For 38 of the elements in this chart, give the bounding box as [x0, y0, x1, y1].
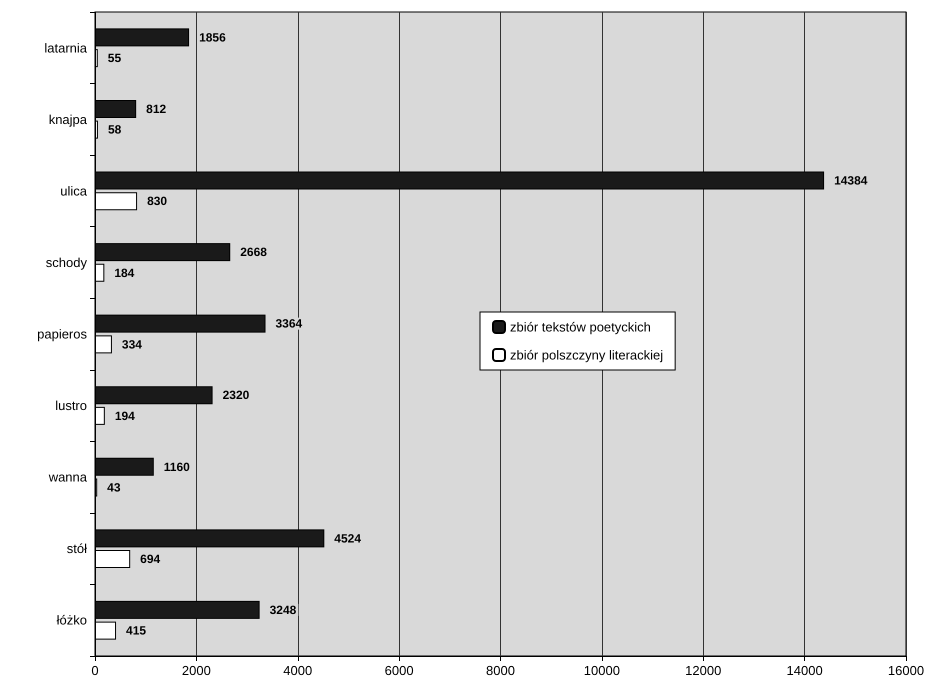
data-label: 694: [140, 552, 161, 566]
y-tick-label: lustro: [55, 398, 87, 414]
data-label: 1856: [199, 30, 226, 44]
data-label: 2668: [240, 245, 268, 260]
x-tick-label: 2000: [182, 663, 211, 678]
x-tick-label: 14000: [786, 663, 823, 678]
legend-label: zbiór tekstów poetyckich: [510, 320, 651, 334]
data-label: 43: [107, 480, 121, 494]
y-tick-label: wanna: [48, 470, 88, 485]
y-tick-label: knajpa: [48, 112, 88, 127]
data-label: 58: [108, 122, 122, 137]
x-tick-label: 8000: [486, 663, 515, 678]
data-label: 415: [126, 624, 146, 638]
data-label: 184: [114, 266, 135, 280]
y-tick-label: latarnia: [44, 40, 88, 56]
y-tick-label: stół: [66, 541, 88, 556]
data-label: 2320: [222, 388, 250, 402]
legend-label: zbiór polszczyny literackiej: [510, 348, 664, 362]
y-tick-label: łóżko: [56, 612, 87, 628]
x-tick-label: 6000: [384, 663, 414, 678]
y-tick-label: ulica: [60, 183, 88, 198]
data-label: 3364: [276, 316, 303, 331]
y-tick-label: papieros: [37, 326, 88, 342]
x-tick-label: 4000: [283, 663, 312, 678]
x-tick-label: 12000: [685, 663, 722, 678]
x-tick-label: 10000: [584, 663, 620, 678]
data-label: 1160: [164, 460, 190, 474]
data-label: 4524: [334, 531, 362, 546]
data-label: 812: [146, 102, 167, 116]
data-label: 830: [147, 194, 168, 208]
x-tick-label: 0: [91, 663, 99, 678]
data-label: 334: [122, 337, 142, 352]
data-label: 14384: [834, 174, 868, 188]
y-tick-label: schody: [46, 254, 88, 270]
data-label: 194: [114, 408, 136, 423]
data-label: 55: [108, 51, 122, 66]
x-tick-label: 16000: [888, 663, 924, 678]
data-label: 3248: [270, 602, 297, 617]
